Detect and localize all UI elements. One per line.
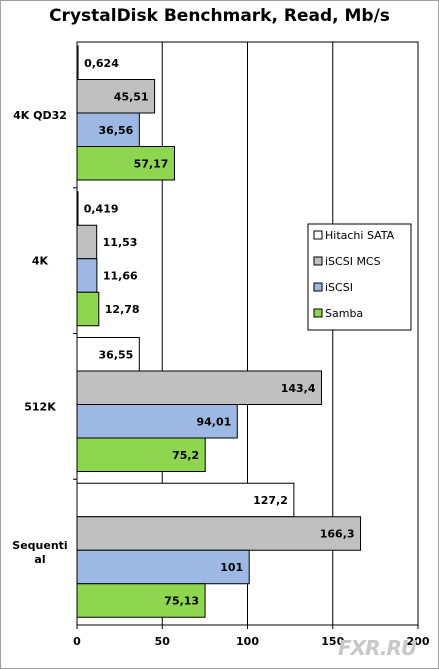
legend-swatch-3 xyxy=(313,308,323,318)
x-tick-label-150: 150 xyxy=(321,635,344,648)
data-label-1-3: 12,78 xyxy=(105,303,140,316)
data-label-1-1: 11,53 xyxy=(103,236,138,249)
legend-label-3: Samba xyxy=(325,307,363,320)
x-tick-label-0: 0 xyxy=(73,635,81,648)
legend-box xyxy=(307,223,412,331)
data-label-2-1: 143,4 xyxy=(281,382,316,395)
data-label-0-0: 0,624 xyxy=(84,57,119,70)
bar-3-1 xyxy=(76,516,362,551)
bar-1-3 xyxy=(76,291,100,327)
data-label-1-0: 0,419 xyxy=(84,203,119,216)
data-label-3-0: 127,2 xyxy=(253,494,288,507)
bar-2-2 xyxy=(76,404,238,439)
legend-swatch-2 xyxy=(313,282,323,292)
bar-0-2 xyxy=(76,112,140,147)
bar-1-1 xyxy=(76,224,98,260)
bar-0-3 xyxy=(76,146,175,181)
data-label-3-1: 166,3 xyxy=(320,528,355,541)
category-label-1: 4K xyxy=(32,255,49,268)
bar-3-2 xyxy=(76,549,250,585)
data-label-2-3: 75,2 xyxy=(172,449,199,462)
data-label-3-3: 75,13 xyxy=(164,595,199,608)
bar-3-0 xyxy=(76,482,295,518)
legend-swatch-0 xyxy=(313,230,323,240)
x-tick-label-50: 50 xyxy=(155,635,171,648)
data-label-2-0: 36,55 xyxy=(99,348,134,361)
x-tick-label-200: 200 xyxy=(407,635,430,648)
legend-label-2: iSCSI xyxy=(325,281,353,294)
bar-2-1 xyxy=(76,370,322,405)
legend-label-1: iSCSI MCS xyxy=(325,255,381,268)
category-label-3: Sequenti al xyxy=(12,539,67,566)
category-label-2: 512K xyxy=(24,400,56,413)
bar-1-2 xyxy=(76,258,98,293)
x-tick-label-100: 100 xyxy=(236,635,259,648)
data-label-0-1: 45,51 xyxy=(114,90,149,103)
bar-0-1 xyxy=(76,79,156,114)
bar-2-3 xyxy=(76,437,206,472)
data-label-3-2: 101 xyxy=(220,561,243,574)
legend-label-0: Hitachi SATA xyxy=(325,229,395,242)
data-label-0-3: 57,17 xyxy=(134,157,169,170)
watermark-logo: FXR.RU xyxy=(338,636,417,660)
category-label-0: 4K QD32 xyxy=(13,109,67,122)
legend-swatch-1 xyxy=(313,256,323,266)
chart-title: CrystalDisk Benchmark, Read, Mb/s xyxy=(49,6,390,26)
bar-3-3 xyxy=(76,583,206,618)
data-label-2-2: 94,01 xyxy=(196,415,231,428)
data-label-0-2: 36,56 xyxy=(99,124,134,137)
data-label-1-2: 11,66 xyxy=(103,270,138,283)
